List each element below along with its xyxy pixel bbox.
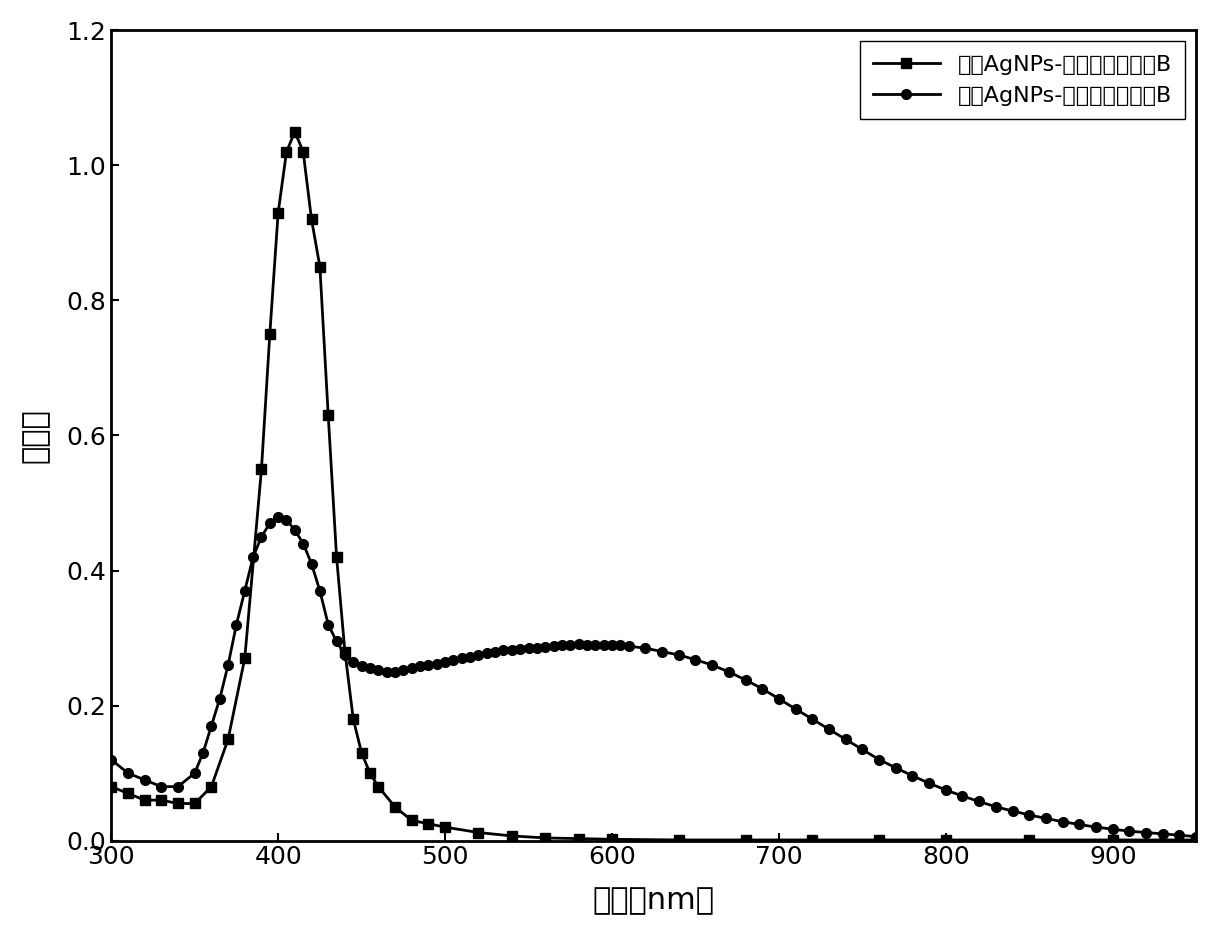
分散AgNPs-异硫氰酸罗丹明B <box>155 795 169 806</box>
分散AgNPs-异硫氰酸罗丹明B <box>330 551 344 563</box>
分散AgNPs-异硫氰酸罗丹明B <box>605 834 619 845</box>
分散AgNPs-异硫氰酸罗丹明B <box>438 822 453 833</box>
Y-axis label: 吸光度: 吸光度 <box>21 408 50 463</box>
分散AgNPs-异硫氰酸罗丹明B <box>313 261 327 272</box>
聚集AgNPs-异硫氰酸罗丹明B <box>888 762 903 773</box>
分散AgNPs-异硫氰酸罗丹明B <box>304 213 319 225</box>
分散AgNPs-异硫氰酸罗丹明B <box>404 814 419 826</box>
分散AgNPs-异硫氰酸罗丹明B <box>220 734 235 745</box>
分散AgNPs-异硫氰酸罗丹明B <box>421 818 436 829</box>
X-axis label: 波长（nm）: 波长（nm） <box>593 886 714 915</box>
分散AgNPs-异硫氰酸罗丹明B <box>103 781 118 792</box>
Line: 聚集AgNPs-异硫氰酸罗丹明B: 聚集AgNPs-异硫氰酸罗丹明B <box>106 512 1201 841</box>
分散AgNPs-异硫氰酸罗丹明B <box>672 834 686 845</box>
分散AgNPs-异硫氰酸罗丹明B <box>346 713 360 724</box>
聚集AgNPs-异硫氰酸罗丹明B <box>955 791 970 802</box>
分散AgNPs-异硫氰酸罗丹明B <box>363 768 377 779</box>
分散AgNPs-异硫氰酸罗丹明B <box>204 781 219 792</box>
分散AgNPs-异硫氰酸罗丹明B <box>871 834 886 845</box>
分散AgNPs-异硫氰酸罗丹明B <box>187 797 202 809</box>
分散AgNPs-异硫氰酸罗丹明B <box>138 795 152 806</box>
分散AgNPs-异硫氰酸罗丹明B <box>804 834 819 845</box>
聚集AgNPs-异硫氰酸罗丹明B <box>271 511 286 522</box>
分散AgNPs-异硫氰酸罗丹明B <box>739 834 753 845</box>
分散AgNPs-异硫氰酸罗丹明B <box>120 788 135 799</box>
分散AgNPs-异硫氰酸罗丹明B <box>1105 834 1120 845</box>
分散AgNPs-异硫氰酸罗丹明B <box>371 781 386 792</box>
分散AgNPs-异硫氰酸罗丹明B <box>538 832 553 843</box>
分散AgNPs-异硫氰酸罗丹明B <box>170 797 185 809</box>
分散AgNPs-异硫氰酸罗丹明B <box>354 747 369 758</box>
聚集AgNPs-异硫氰酸罗丹明B <box>1189 831 1204 842</box>
分散AgNPs-异硫氰酸罗丹明B <box>938 834 953 845</box>
聚集AgNPs-异硫氰酸罗丹明B <box>804 713 819 724</box>
分散AgNPs-异硫氰酸罗丹明B <box>471 826 486 838</box>
Legend: 分散AgNPs-异硫氰酸罗丹明B, 聚集AgNPs-异硫氰酸罗丹明B: 分散AgNPs-异硫氰酸罗丹明B, 聚集AgNPs-异硫氰酸罗丹明B <box>859 41 1185 119</box>
分散AgNPs-异硫氰酸罗丹明B <box>271 207 286 218</box>
分散AgNPs-异硫氰酸罗丹明B <box>279 146 293 157</box>
聚集AgNPs-异硫氰酸罗丹明B <box>871 754 886 766</box>
聚集AgNPs-异硫氰酸罗丹明B <box>905 770 920 782</box>
分散AgNPs-异硫氰酸罗丹明B <box>388 801 403 812</box>
分散AgNPs-异硫氰酸罗丹明B <box>321 410 336 421</box>
分散AgNPs-异硫氰酸罗丹明B <box>1022 834 1037 845</box>
分散AgNPs-异硫氰酸罗丹明B <box>337 646 352 657</box>
分散AgNPs-异硫氰酸罗丹明B <box>1189 834 1204 845</box>
分散AgNPs-异硫氰酸罗丹明B <box>571 833 585 844</box>
分散AgNPs-异硫氰酸罗丹明B <box>263 329 277 340</box>
分散AgNPs-异硫氰酸罗丹明B <box>296 146 310 157</box>
分散AgNPs-异硫氰酸罗丹明B <box>287 126 302 138</box>
聚集AgNPs-异硫氰酸罗丹明B <box>103 754 118 766</box>
分散AgNPs-异硫氰酸罗丹明B <box>505 830 520 841</box>
聚集AgNPs-异硫氰酸罗丹明B <box>605 639 619 651</box>
分散AgNPs-异硫氰酸罗丹明B <box>237 652 252 664</box>
Line: 分散AgNPs-异硫氰酸罗丹明B: 分散AgNPs-异硫氰酸罗丹明B <box>106 126 1201 845</box>
分散AgNPs-异硫氰酸罗丹明B <box>254 463 269 475</box>
